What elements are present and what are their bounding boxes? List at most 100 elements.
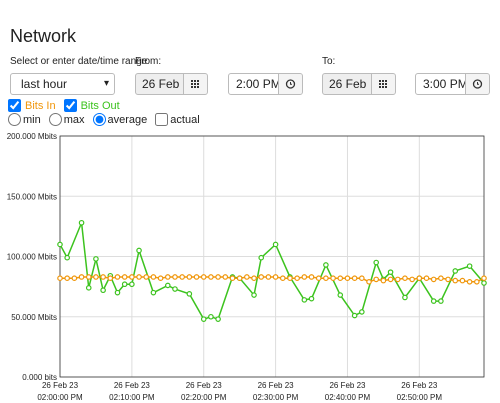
data-point xyxy=(344,275,351,281)
range-value: last hour xyxy=(21,77,68,91)
data-point xyxy=(200,274,207,280)
legend-label: Bits Out xyxy=(80,99,120,112)
data-point xyxy=(394,276,401,283)
data-point xyxy=(85,285,92,291)
x-tick-label: 26 Feb 23 xyxy=(114,381,151,390)
data-point xyxy=(121,281,128,288)
data-point xyxy=(85,274,92,280)
range-select[interactable]: last hour ▾ xyxy=(10,73,115,95)
y-tick-label: 0.000 bits xyxy=(22,373,57,382)
data-point xyxy=(71,275,78,281)
data-point xyxy=(459,277,466,284)
data-point xyxy=(186,274,193,280)
data-point xyxy=(78,274,85,280)
data-point xyxy=(438,298,444,304)
data-point xyxy=(143,274,150,280)
data-point xyxy=(287,275,293,281)
to-time-text: 3:00 PM xyxy=(423,77,468,91)
y-tick-label: 100.000 Mbits xyxy=(7,253,57,262)
data-point xyxy=(301,297,308,303)
data-point xyxy=(265,274,272,280)
legend-item[interactable]: Bits Out xyxy=(63,99,120,112)
calendar-button[interactable] xyxy=(183,74,207,94)
data-point xyxy=(474,279,480,285)
option[interactable]: actual xyxy=(155,113,200,126)
data-point xyxy=(150,289,157,296)
option[interactable]: max xyxy=(48,113,85,126)
data-point xyxy=(193,274,200,280)
legend-checkbox[interactable] xyxy=(63,99,77,112)
option-label: max xyxy=(63,113,85,126)
data-point xyxy=(57,241,63,248)
clock-button[interactable] xyxy=(278,74,302,94)
data-point xyxy=(301,274,308,280)
clock-button[interactable] xyxy=(465,74,489,94)
calendar-button[interactable] xyxy=(371,74,395,94)
data-point xyxy=(208,274,214,280)
option-input[interactable] xyxy=(48,113,62,126)
to-date-text: 26 Feb 23 xyxy=(329,77,369,91)
legend-item[interactable]: Bits In xyxy=(8,99,56,112)
x-tick-label: 26 Feb 23 xyxy=(329,381,366,390)
data-point xyxy=(129,281,135,288)
data-point xyxy=(251,292,257,298)
data-point xyxy=(359,309,365,315)
y-tick-label: 200.000 Mbits xyxy=(7,132,57,141)
data-point xyxy=(229,275,236,281)
from-date[interactable]: 26 Feb 23 xyxy=(135,73,208,95)
data-point xyxy=(279,275,286,281)
data-point xyxy=(438,275,444,281)
data-point xyxy=(93,274,99,280)
data-point xyxy=(387,269,394,275)
data-point xyxy=(172,274,178,280)
data-point xyxy=(481,280,487,286)
legend-checkbox[interactable] xyxy=(8,99,21,112)
x-tick-label: 26 Feb 23 xyxy=(401,381,438,390)
x-tick-label: 26 Feb 23 xyxy=(42,381,79,390)
data-point xyxy=(222,274,229,280)
data-point xyxy=(129,274,135,280)
to-date[interactable]: 26 Feb 23 xyxy=(322,73,396,95)
data-point xyxy=(294,275,300,281)
data-point xyxy=(136,247,142,254)
data-point xyxy=(315,275,322,281)
data-point xyxy=(93,256,99,262)
data-point xyxy=(351,275,358,281)
y-tick-label: 50.000 Mbits xyxy=(11,313,57,322)
data-point xyxy=(308,274,315,280)
data-point xyxy=(387,276,394,283)
data-point xyxy=(172,286,178,292)
option-input[interactable] xyxy=(92,113,106,126)
data-point xyxy=(466,263,473,269)
series-line xyxy=(59,222,485,321)
data-point xyxy=(272,274,279,280)
legend-label: Bits In xyxy=(25,99,56,112)
x-tick-label: 02:10:00 PM xyxy=(109,393,155,402)
data-point xyxy=(366,279,372,285)
from-date-text: 26 Feb 23 xyxy=(142,77,182,91)
data-point xyxy=(208,313,214,320)
option-input[interactable] xyxy=(155,113,169,126)
data-point xyxy=(452,268,459,274)
option[interactable]: min xyxy=(8,113,41,126)
data-point xyxy=(136,274,142,280)
page-title: Network xyxy=(10,26,77,46)
from-time[interactable]: 2:00 PM xyxy=(228,73,303,95)
option-input[interactable] xyxy=(8,113,21,126)
option-label: actual xyxy=(170,113,200,126)
range-label: Select or enter date/time range xyxy=(10,56,148,67)
to-time[interactable]: 3:00 PM xyxy=(415,73,490,95)
option[interactable]: average xyxy=(92,113,147,126)
data-point xyxy=(430,276,437,283)
x-tick-label: 02:50:00 PM xyxy=(397,393,443,402)
data-point xyxy=(107,275,114,281)
data-point xyxy=(64,254,70,261)
data-point xyxy=(114,274,121,280)
data-point xyxy=(258,254,265,261)
x-tick-label: 02:20:00 PM xyxy=(181,393,227,402)
data-point xyxy=(373,259,380,266)
data-point xyxy=(308,295,315,302)
data-point xyxy=(215,316,221,322)
data-point xyxy=(164,282,171,289)
